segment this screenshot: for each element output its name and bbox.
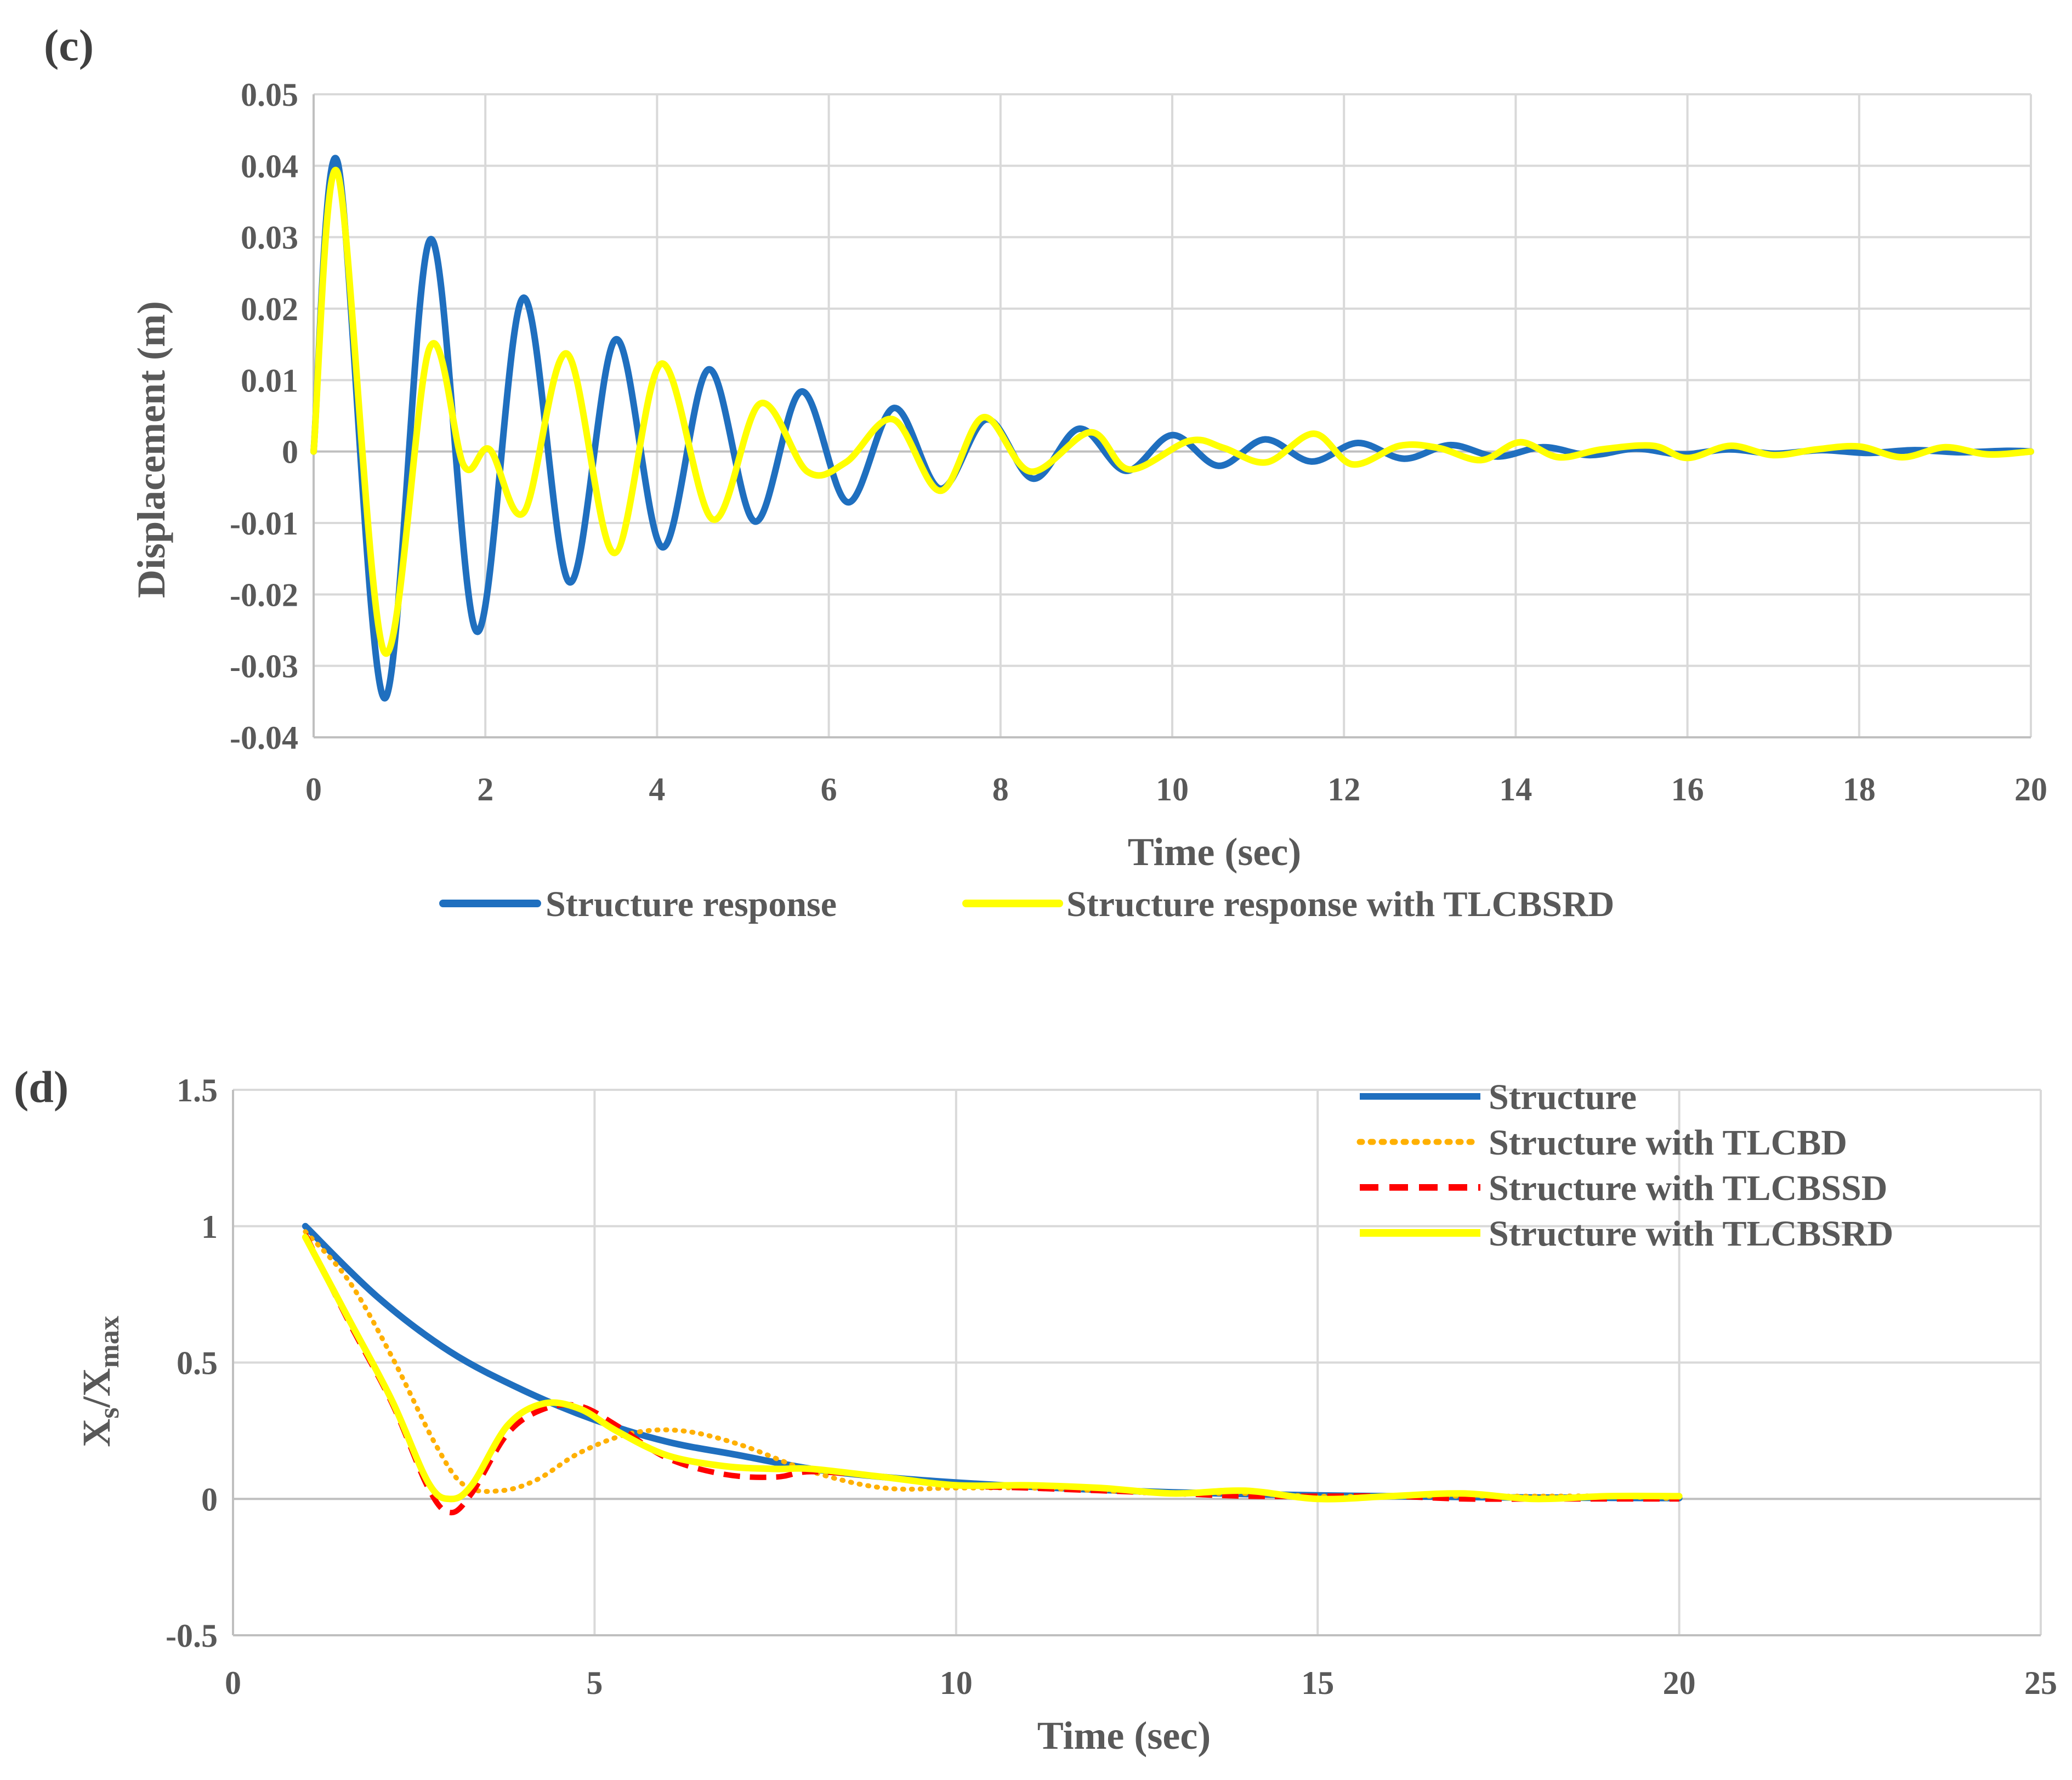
panel-c-y-tick-labels: -0.04 -0.03 -0.02 -0.01 0 0.01 0.02 0.03 0.04 0.0… — [230, 77, 298, 756]
y-tick-label: 0 — [282, 434, 298, 470]
x-tick-label: 6 — [821, 771, 837, 807]
x-tick-label: 10 — [1156, 771, 1189, 807]
panel-c-legend-label-structure-response: Structure response — [546, 884, 837, 924]
x-tick-label: 20 — [2014, 771, 2047, 807]
x-tick-label: 12 — [1327, 771, 1360, 807]
x-tick-label: 0 — [305, 771, 322, 807]
panel-c-gridlines — [314, 93, 2032, 738]
panel-d-legend-label-structure-with-tlcbsrd: Structure with TLCBSRD — [1489, 1214, 1893, 1254]
y-tick-label: 0.5 — [177, 1345, 218, 1381]
panel-d-label: (d) — [14, 1062, 69, 1112]
y-tick-label: 0.05 — [241, 77, 298, 113]
panel-d-normalized-chart: (d) -0.500.511.5 0 5 10 15 20 25 Xs/Xmax Time… — [14, 1062, 2057, 1758]
panel-c-label: (c) — [44, 20, 94, 70]
x-tick-label: 16 — [1671, 771, 1704, 807]
x-tick-label: 10 — [940, 1665, 973, 1701]
y-tick-label: -0.5 — [166, 1618, 218, 1654]
x-tick-label: 2 — [477, 771, 493, 807]
y-tick-label: -0.01 — [230, 505, 298, 542]
panel-d-axes — [232, 1090, 2041, 1636]
y-tick-label: -0.04 — [230, 720, 298, 756]
panel-c-y-axis-title: Displacement (m) — [129, 301, 173, 598]
panel-d-legend-label-structure-with-tlcbd: Structure with TLCBD — [1489, 1123, 1847, 1163]
y-tick-label: -0.03 — [230, 649, 298, 685]
y-tick-label: 0.03 — [241, 220, 298, 256]
panel-d-y-tick-labels: -0.5 0 0.5 1 1.5 — [166, 1072, 218, 1654]
panel-d-legend-label-structure: Structure — [1489, 1077, 1637, 1117]
panel-c-x-tick-labels: 0 2 4 6 8 10 12 14 16 18 20 — [305, 771, 2047, 807]
panel-d-x-axis-title: Time (sec) — [1037, 1714, 1211, 1758]
x-tick-label: 14 — [1499, 771, 1532, 807]
y-tick-label: 1.5 — [177, 1072, 218, 1108]
panel-d-series — [302, 1222, 1683, 1516]
y-tick-label: 0 — [201, 1481, 218, 1517]
x-tick-label: 25 — [2024, 1665, 2057, 1701]
panel-c-x-axis-title: Time (sec) — [1128, 830, 1302, 874]
series-line-structure-response-with-tlcbsrd — [310, 167, 2034, 657]
panel-c-displacement-chart: (c) -0.04 -0.03 -0.02 -0.01 0 0.01 0.02 0.03 0.0… — [44, 20, 2047, 924]
y-tick-label: 1 — [201, 1209, 218, 1245]
x-tick-label: 0 — [225, 1665, 241, 1701]
x-tick-label: 15 — [1301, 1665, 1334, 1701]
panel-d-y-axis-title: Xs/Xmax — [75, 1316, 125, 1447]
series-line-structure-with-tlcbsrd — [302, 1233, 1683, 1503]
y-tick-label: 0.04 — [241, 148, 298, 184]
y-tick-label: -0.02 — [230, 577, 298, 613]
x-tick-label: 5 — [586, 1665, 603, 1701]
x-tick-label: 18 — [1843, 771, 1876, 807]
panel-d-x-tick-labels: 0 5 10 15 20 25 — [225, 1665, 2057, 1701]
panel-d-legend-label-structure-with-tlcbssd: Structure with TLCBSSD — [1489, 1168, 1887, 1208]
x-tick-label: 8 — [992, 771, 1009, 807]
x-tick-label: 4 — [649, 771, 665, 807]
panel-c-series — [310, 155, 2034, 702]
y-tick-label: 0.02 — [241, 291, 298, 327]
x-tick-label: 20 — [1663, 1665, 1696, 1701]
panel-d-legend: Structure Structure with TLCBD Structure… — [1356, 1077, 1893, 1254]
panel-c-legend: Structure response Structure response wi… — [439, 884, 1614, 924]
panel-c-legend-label-structure-response-with-tlcbsrd: Structure response with TLCBSRD — [1066, 884, 1614, 924]
y-tick-label: 0.01 — [241, 362, 298, 399]
